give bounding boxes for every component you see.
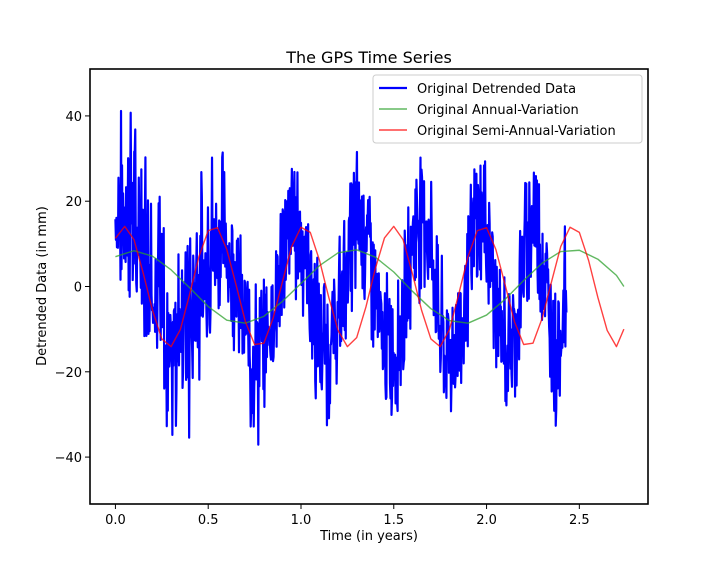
chart-title: The GPS Time Series xyxy=(285,48,452,67)
series-line-3 xyxy=(114,225,625,348)
x-tick-label: 2.0 xyxy=(476,513,497,528)
y-tick-label: 0 xyxy=(74,281,82,296)
y-axis: −40 −20 0 20 40 xyxy=(55,110,90,466)
x-tick-label: 1.0 xyxy=(291,513,312,528)
y-tick-label: 20 xyxy=(65,195,82,210)
legend: Original Detrended Data Original Annual-V… xyxy=(372,74,643,144)
x-axis-label: Time (in years) xyxy=(319,529,418,544)
x-tick-label: 1.5 xyxy=(383,513,404,528)
series-layer xyxy=(114,109,625,446)
legend-entry: Original Semi-Annual-Variation xyxy=(417,124,616,139)
x-tick-label: 0.0 xyxy=(105,513,126,528)
legend-entry: Original Detrended Data xyxy=(417,82,576,97)
y-tick-label: −40 xyxy=(55,451,82,466)
y-tick-label: 40 xyxy=(65,110,82,125)
x-tick-label: 0.5 xyxy=(198,513,219,528)
legend-box xyxy=(372,74,643,144)
y-axis-label: Detrended Data (in mm) xyxy=(35,206,50,366)
x-axis: 0.0 0.5 1.0 1.5 2.0 2.5 xyxy=(105,504,590,528)
legend-entry: Original Annual-Variation xyxy=(417,103,579,118)
series-line-1 xyxy=(114,109,568,446)
x-tick-label: 2.5 xyxy=(569,513,590,528)
series-line-2 xyxy=(115,249,625,324)
y-tick-label: −20 xyxy=(55,366,82,381)
